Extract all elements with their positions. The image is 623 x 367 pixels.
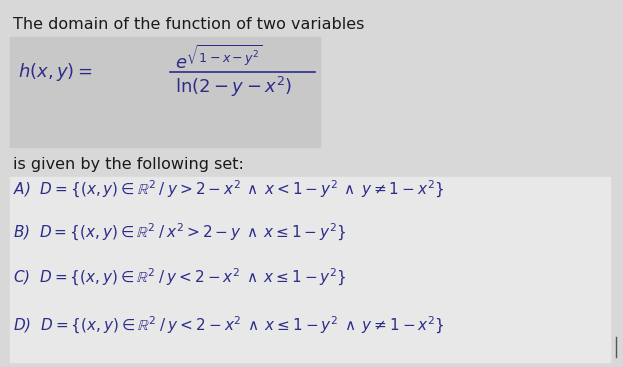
Text: $e^{\sqrt{1-x-y^2}}$: $e^{\sqrt{1-x-y^2}}$	[175, 45, 262, 73]
Text: B)  $D = \{(x, y) \in \mathbb{R}^2 \: / \: x^2 > 2 - y \: \wedge \: x \leq 1 - y: B) $D = \{(x, y) \in \mathbb{R}^2 \: / \…	[13, 222, 346, 243]
Text: $\ln(2 - y - x^2)$: $\ln(2 - y - x^2)$	[175, 75, 292, 99]
Text: A)  $D = \{(x, y) \in \mathbb{R}^2 \: / \: y > 2 - x^2 \: \wedge \: x < 1 - y^2 : A) $D = \{(x, y) \in \mathbb{R}^2 \: / \…	[13, 179, 444, 200]
Bar	[10, 37, 320, 147]
Bar	[10, 177, 610, 362]
Text: The domain of the function of two variables: The domain of the function of two variab…	[13, 17, 364, 32]
Text: C)  $D = \{(x, y) \in \mathbb{R}^2 \: / \: y < 2 - x^2 \: \wedge \: x \leq 1 - y: C) $D = \{(x, y) \in \mathbb{R}^2 \: / \…	[13, 267, 346, 288]
Text: D)  $D = \{(x, y) \in \mathbb{R}^2 \: / \: y < 2 - x^2 \: \wedge \: x \leq 1 - y: D) $D = \{(x, y) \in \mathbb{R}^2 \: / \…	[13, 315, 445, 336]
Text: is given by the following set:: is given by the following set:	[13, 157, 244, 172]
Text: $h(x, y) =$: $h(x, y) =$	[18, 61, 93, 83]
